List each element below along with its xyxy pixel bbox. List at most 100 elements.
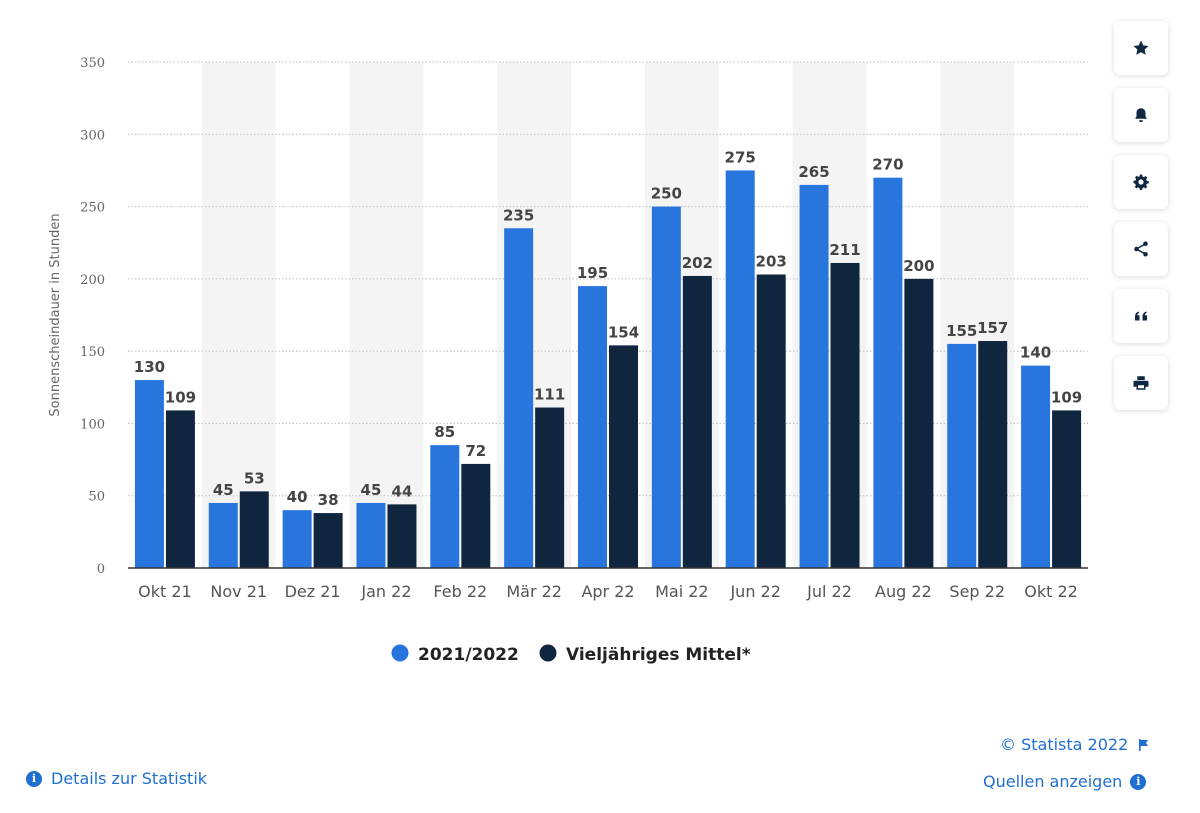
y-tick-label: 50: [88, 490, 105, 505]
copyright-text: © Statista 2022: [1000, 735, 1129, 754]
sources-text: Quellen anzeigen: [983, 772, 1123, 791]
data-label: 270: [872, 156, 903, 174]
column-band: [201, 62, 276, 568]
star-icon: [1133, 40, 1149, 55]
data-label: 157: [977, 319, 1008, 337]
data-label: 38: [318, 491, 339, 509]
bar: [430, 445, 460, 568]
flag-icon: [1139, 738, 1149, 751]
x-tick-label: Mär 22: [506, 582, 562, 601]
data-label: 45: [213, 481, 234, 499]
legend: 2021/2022 Vieljähriges Mittel*: [391, 644, 751, 665]
data-label: 44: [392, 482, 413, 500]
info-icon: i: [1130, 773, 1147, 790]
data-label: 195: [577, 264, 608, 282]
y-axis-label: Sonnenscheindauer in Stunden: [48, 213, 63, 416]
settings-button[interactable]: [1114, 155, 1168, 209]
x-tick-label: Aug 22: [875, 582, 932, 601]
legend-label: 2021/2022: [418, 645, 519, 665]
x-tick-label: Jan 22: [360, 582, 411, 601]
legend-label: Vieljähriges Mittel*: [566, 645, 751, 665]
gear-icon: [1133, 174, 1149, 190]
bar: [387, 504, 417, 568]
data-label: 202: [682, 254, 713, 272]
x-tick-label: Dez 21: [285, 582, 341, 601]
data-label: 275: [725, 148, 756, 166]
toolbar: [1114, 21, 1168, 423]
x-tick-label: Mai 22: [655, 582, 709, 601]
star-button[interactable]: [1114, 21, 1168, 75]
share-button[interactable]: [1114, 222, 1168, 276]
data-label: 109: [1051, 388, 1082, 406]
sources-link[interactable]: Quellen anzeigen i: [983, 772, 1147, 791]
data-label: 130: [134, 358, 165, 376]
bar: [504, 228, 534, 568]
grid-lines: [128, 61, 1088, 497]
bar: [609, 345, 638, 568]
bar: [208, 502, 238, 568]
bar: [313, 513, 343, 568]
x-tick-label: Jun 22: [729, 582, 780, 601]
bar: [165, 410, 195, 568]
bar: [535, 407, 565, 568]
details-link[interactable]: i Details zur Statistik: [26, 769, 207, 788]
y-tick-label: 350: [80, 56, 105, 71]
data-label: 250: [651, 185, 682, 203]
data-label: 45: [361, 481, 382, 499]
bar: [682, 275, 712, 568]
data-label: 235: [503, 206, 534, 224]
bar: [756, 274, 786, 568]
bar: [461, 463, 491, 568]
x-tick-label: Apr 22: [581, 582, 634, 601]
bar: [830, 262, 860, 568]
x-tick-label: Sep 22: [949, 582, 1005, 601]
print-icon: [1133, 376, 1149, 390]
data-label: 211: [829, 241, 860, 259]
data-label: 154: [608, 323, 639, 341]
data-label: 203: [756, 253, 787, 271]
bars: [134, 170, 1082, 569]
bar: [904, 278, 934, 568]
data-label: 140: [1020, 344, 1051, 362]
legend-marker: [391, 644, 409, 662]
bar: [873, 177, 903, 568]
bell-button[interactable]: [1114, 88, 1168, 142]
y-tick-label: 100: [80, 417, 105, 432]
data-label: 265: [798, 163, 829, 181]
bar: [799, 184, 829, 568]
bar: [978, 341, 1008, 568]
bar: [1021, 365, 1051, 568]
data-label: 111: [534, 386, 565, 404]
x-axis-ticks: Okt 21 Nov 21 Dez 21 Jan 22 Feb 22 Mär 22 Apr …: [138, 582, 1078, 601]
bar: [651, 206, 681, 569]
share-icon: [1134, 241, 1148, 257]
data-label: 155: [946, 322, 977, 340]
details-text: Details zur Statistik: [51, 769, 208, 788]
bar: [239, 491, 269, 568]
data-label: 109: [165, 388, 196, 406]
y-tick-label: 200: [80, 273, 105, 288]
bar: [578, 286, 607, 568]
column-band: [349, 62, 424, 568]
x-tick-label: Okt 22: [1024, 582, 1078, 601]
cite-button[interactable]: [1114, 289, 1168, 343]
x-tick-label: Okt 21: [138, 582, 192, 601]
y-axis-ticks: 0 50 100 150 200 250 300 350: [80, 56, 105, 577]
bar: [282, 510, 312, 568]
copyright-link[interactable]: © Statista 2022: [1000, 735, 1151, 754]
print-button[interactable]: [1114, 356, 1168, 410]
quote-icon: [1135, 311, 1147, 321]
bar: [725, 170, 755, 568]
x-tick-label: Jul 22: [806, 582, 852, 601]
legend-marker: [539, 644, 557, 662]
data-label: 72: [465, 442, 486, 460]
bar: [1052, 410, 1082, 568]
y-tick-label: 0: [97, 562, 105, 577]
info-icon: i: [26, 770, 42, 787]
data-label: 53: [244, 469, 265, 487]
y-tick-label: 150: [80, 345, 105, 360]
x-tick-label: Nov 21: [210, 582, 267, 601]
bell-icon: [1135, 108, 1147, 123]
data-label: 40: [287, 488, 308, 506]
